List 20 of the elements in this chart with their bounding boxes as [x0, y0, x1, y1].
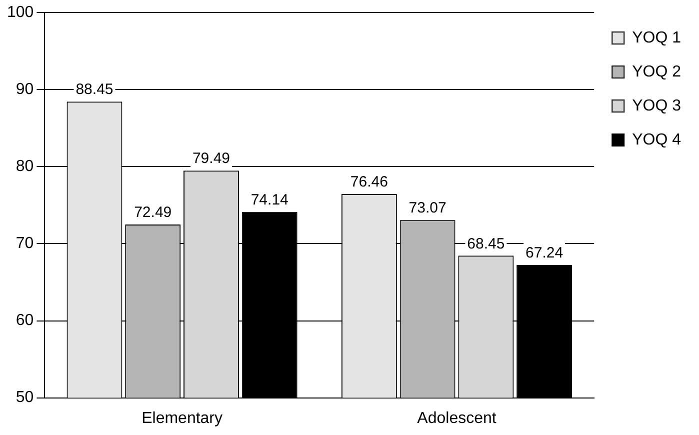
data-label: 68.45	[467, 235, 505, 252]
legend-label: YOQ 3	[632, 97, 682, 114]
data-label: 72.49	[134, 204, 172, 222]
data-label: 74.14	[250, 191, 288, 208]
x-tick-label: Adolescent	[417, 410, 497, 427]
y-tick-label: 50	[16, 389, 34, 406]
x-tick-label: Elementary	[142, 410, 223, 427]
y-tick-label: 70	[16, 235, 34, 252]
data-label: 76.46	[350, 174, 388, 191]
y-tick-label: 80	[16, 158, 34, 176]
y-tick-label: 60	[16, 312, 34, 330]
y-tick-label: 90	[16, 81, 34, 98]
legend-label: YOQ 4	[632, 131, 682, 148]
y-tick-label: 100	[6, 4, 34, 22]
legend-label: YOQ 1	[632, 29, 682, 46]
legend-label: YOQ 2	[632, 63, 682, 80]
data-label: 79.49	[192, 150, 230, 168]
data-label: 88.45	[76, 81, 114, 98]
data-label: 73.07	[408, 200, 446, 217]
data-label: 67.24	[526, 244, 564, 262]
